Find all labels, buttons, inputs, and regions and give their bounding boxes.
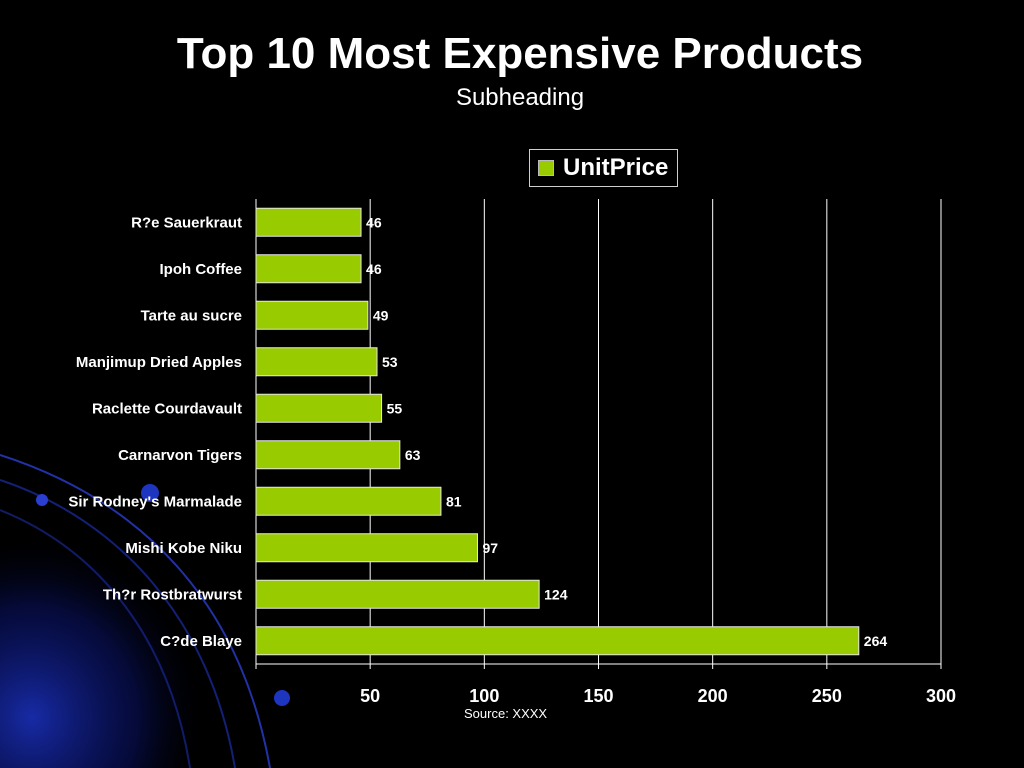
x-tick-label: 150 bbox=[583, 686, 613, 706]
data-label: 97 bbox=[482, 540, 498, 556]
data-label: 53 bbox=[382, 354, 398, 370]
legend-swatch bbox=[538, 160, 554, 176]
x-tick-label: 50 bbox=[360, 686, 380, 706]
x-tick-label: 200 bbox=[698, 686, 728, 706]
bar bbox=[255, 579, 540, 609]
bar bbox=[255, 254, 362, 284]
bar bbox=[255, 207, 362, 237]
data-label: 46 bbox=[366, 214, 382, 230]
data-label: 55 bbox=[387, 400, 403, 416]
category-label: Mishi Kobe Niku bbox=[125, 540, 242, 557]
bar bbox=[255, 626, 860, 656]
category-label: Manjimup Dried Apples bbox=[76, 354, 242, 371]
data-label: 49 bbox=[373, 307, 389, 323]
category-label: Ipoh Coffee bbox=[160, 261, 243, 278]
data-label: 81 bbox=[446, 493, 462, 509]
legend: UnitPrice bbox=[529, 149, 678, 187]
category-label: Tarte au sucre bbox=[141, 307, 242, 324]
category-label: Raclette Courdavault bbox=[92, 400, 242, 417]
bar bbox=[255, 440, 401, 470]
source-note: Source: XXXX bbox=[464, 706, 548, 721]
legend-label: UnitPrice bbox=[563, 154, 669, 181]
x-tick-label: 100 bbox=[469, 686, 499, 706]
data-label: 264 bbox=[864, 633, 888, 649]
category-label: Th?r Rostbratwurst bbox=[103, 586, 242, 603]
category-label: Carnarvon Tigers bbox=[118, 447, 242, 464]
bar bbox=[255, 533, 478, 563]
bar bbox=[255, 300, 369, 330]
category-label: C?de Blaye bbox=[160, 633, 242, 650]
bar bbox=[255, 393, 383, 423]
bar bbox=[255, 486, 442, 516]
category-label: R?e Sauerkraut bbox=[131, 214, 242, 231]
data-label: 63 bbox=[405, 447, 421, 463]
bar bbox=[255, 347, 378, 377]
data-label: 124 bbox=[544, 586, 568, 602]
data-label: 46 bbox=[366, 261, 382, 277]
chart-title: Top 10 Most Expensive Products bbox=[176, 29, 864, 78]
x-tick-label: 250 bbox=[812, 686, 842, 706]
chart-subtitle: Subheading bbox=[455, 84, 585, 111]
category-label: Sir Rodney's Marmalade bbox=[68, 493, 242, 510]
x-tick-label: 300 bbox=[926, 686, 956, 706]
